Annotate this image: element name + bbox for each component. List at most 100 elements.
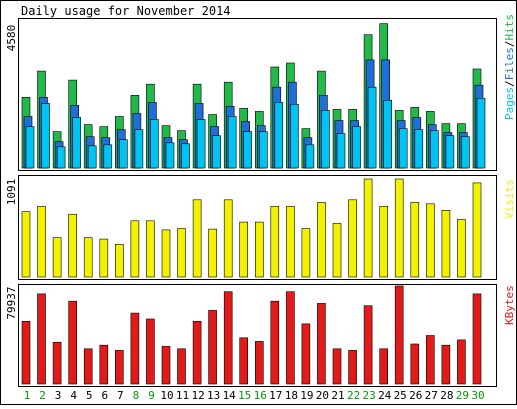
pages-bar-27: [429, 130, 439, 169]
kbytes-bar-2: [37, 293, 46, 385]
visits-bar-28: [441, 210, 451, 278]
visits-bar-23: [363, 178, 373, 278]
chart-marks: [21, 23, 486, 385]
legend-pages: Pages: [503, 87, 516, 120]
pages-bar-10: [165, 142, 175, 169]
x-label-25: 25: [394, 389, 407, 402]
x-label-7: 7: [117, 389, 124, 402]
kbytes-bar-26: [410, 343, 420, 385]
kbytes-bar-14: [223, 291, 233, 385]
legend-visits: Visits: [503, 179, 516, 219]
panel-hits: [18, 18, 497, 171]
x-label-29: 29: [456, 389, 469, 402]
visits-bar-27: [425, 203, 435, 278]
kbytes-bar-27: [425, 335, 435, 385]
kbytes-bar-21: [332, 348, 342, 385]
legend-hits: Hits: [503, 14, 516, 41]
x-label-6: 6: [101, 389, 108, 402]
kbytes-bar-15: [239, 337, 248, 385]
x-label-13: 13: [207, 389, 220, 402]
visits-bar-6: [99, 238, 109, 278]
kbytes-bar-19: [301, 323, 311, 385]
kbytes-bar-30: [472, 293, 482, 385]
x-label-20: 20: [316, 389, 329, 402]
x-axis-labels: 1 2 3 4 5 6 7 8 9 10 11 12 13 14 15 16 17 18 19 20 21 22 23 24 2…: [24, 389, 485, 402]
kbytes-bar-6: [99, 344, 109, 385]
pages-bar-12: [196, 119, 206, 169]
pages-bar-30: [476, 98, 486, 169]
x-label-10: 10: [160, 389, 173, 402]
pages-bar-19: [305, 144, 315, 169]
pages-bar-29: [461, 136, 470, 169]
pages-bar-9: [150, 119, 159, 169]
visits-bar-8: [130, 220, 140, 278]
pages-bar-2: [41, 103, 50, 169]
kbytes-bar-22: [348, 350, 357, 385]
pages-bar-16: [258, 131, 268, 169]
kbytes-bar-24: [379, 348, 389, 385]
visits-bar-7: [115, 244, 124, 278]
x-label-3: 3: [55, 389, 62, 402]
x-label-18: 18: [285, 389, 298, 402]
pages-bar-26: [414, 129, 424, 169]
visits-bar-9: [146, 220, 155, 278]
hits-max-label: 4580: [5, 25, 18, 52]
kbytes-bar-11: [177, 348, 186, 385]
kbytes-bar-7: [115, 350, 124, 385]
panel-kbytes: [18, 284, 497, 387]
pages-bar-11: [181, 143, 190, 169]
pages-bar-8: [134, 129, 144, 169]
pages-bar-20: [321, 110, 330, 169]
x-label-5: 5: [86, 389, 93, 402]
legend-files: Files: [503, 47, 516, 80]
kbytes-bar-5: [83, 348, 93, 385]
kbytes-bar-13: [208, 310, 217, 385]
visits-bar-1: [21, 211, 31, 278]
visits-bar-24: [379, 206, 389, 278]
kbytes-bar-20: [317, 303, 326, 385]
chart-title: Daily usage for November 2014: [21, 4, 231, 18]
x-label-12: 12: [191, 389, 204, 402]
x-label-27: 27: [425, 389, 438, 402]
kbytes-bar-28: [441, 344, 451, 385]
x-label-22: 22: [347, 389, 360, 402]
kbytes-max-label: 79937: [5, 286, 18, 319]
x-label-2: 2: [39, 389, 46, 402]
visits-bar-2: [37, 206, 46, 278]
pages-bar-18: [290, 104, 299, 169]
kbytes-bar-4: [68, 300, 77, 385]
pages-bar-3: [56, 146, 66, 169]
pages-bar-5: [87, 145, 97, 169]
kbytes-bar-29: [457, 339, 466, 385]
kbytes-bar-10: [161, 346, 171, 385]
kbytes-bar-9: [146, 318, 155, 385]
visits-bar-15: [239, 221, 248, 278]
panel-visits: [18, 175, 497, 280]
kbytes-bar-8: [130, 312, 140, 385]
hits-legend: Pages/Files/Hits: [503, 14, 516, 120]
visits-bar-29: [457, 219, 466, 278]
x-label-15: 15: [238, 389, 251, 402]
pages-bar-1: [25, 126, 35, 169]
visits-bar-21: [332, 223, 342, 278]
visits-bar-19: [301, 228, 311, 278]
x-label-26: 26: [409, 389, 422, 402]
x-label-19: 19: [300, 389, 313, 402]
legend-sep-1: /: [503, 80, 516, 87]
kbytes-bar-3: [52, 341, 62, 385]
visits-bar-14: [223, 199, 233, 278]
visits-max-label: 1091: [5, 179, 18, 206]
x-label-16: 16: [254, 389, 267, 402]
visits-bar-5: [83, 237, 93, 278]
visits-bar-25: [394, 178, 404, 278]
pages-bar-21: [336, 133, 346, 169]
x-label-8: 8: [133, 389, 140, 402]
pages-bar-13: [212, 135, 221, 169]
pages-bar-23: [367, 86, 377, 169]
visits-bar-26: [410, 202, 420, 278]
x-label-1: 1: [24, 389, 31, 402]
x-label-4: 4: [70, 389, 77, 402]
visits-bar-12: [192, 199, 202, 278]
